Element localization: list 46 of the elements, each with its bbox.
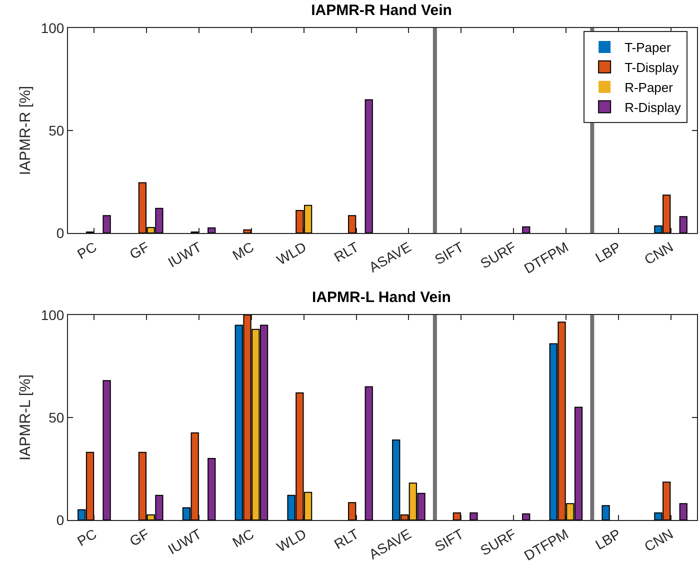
x-tick-label: MC <box>230 526 256 550</box>
y-tick-label: 50 <box>48 409 64 426</box>
chart-title: IAPMR-L Hand Vein <box>312 288 451 306</box>
y-tick-label: 0 <box>56 224 64 241</box>
bar <box>348 502 356 520</box>
bar <box>522 226 530 233</box>
bar <box>522 513 530 520</box>
x-tick-label: WLD <box>274 526 309 556</box>
y-tick-label: 50 <box>48 122 64 138</box>
bar <box>364 386 373 520</box>
x-tick-label: SIFT <box>432 238 466 268</box>
x-tick-label: GF <box>126 526 152 550</box>
x-tick-label: RLT <box>331 525 362 552</box>
bar <box>364 99 373 233</box>
bar <box>243 229 252 233</box>
y-tick-label: 100 <box>40 20 64 36</box>
x-tick-label: LBP <box>592 526 624 553</box>
bar <box>208 227 216 233</box>
legend-label: T-Display <box>624 60 680 75</box>
bar <box>470 512 478 520</box>
bar <box>102 215 111 233</box>
y-axis-title: IAPMR-L [%] <box>17 374 34 461</box>
bar <box>679 216 688 233</box>
x-tick-label: PC <box>74 238 100 262</box>
x-tick-label: MC <box>230 238 256 264</box>
x-tick-label: CNN <box>642 526 676 555</box>
bar <box>102 380 111 520</box>
legend-label: R-Paper <box>624 80 674 95</box>
y-tick-label: 100 <box>40 306 64 323</box>
y-axis-title: IAPMR-R [%] <box>17 86 34 176</box>
legend-label: T-Paper <box>624 40 672 56</box>
bar <box>679 503 688 520</box>
x-tick-label: PC <box>74 526 100 550</box>
x-tick-label: WLD <box>274 238 309 268</box>
bar <box>602 505 610 520</box>
chart-title: IAPMR-R Hand Vein <box>311 2 452 19</box>
x-tick-label: RLT <box>331 238 362 266</box>
x-tick-label: LBP <box>592 238 624 266</box>
bar <box>348 215 356 233</box>
legend-label: R-Display <box>624 100 682 115</box>
x-tick-label: CNN <box>642 238 676 268</box>
y-tick-label: 0 <box>56 512 64 528</box>
bar <box>452 512 461 520</box>
x-tick-label: SIFT <box>432 525 466 555</box>
x-tick-label: GF <box>126 238 152 262</box>
bar <box>208 458 216 520</box>
